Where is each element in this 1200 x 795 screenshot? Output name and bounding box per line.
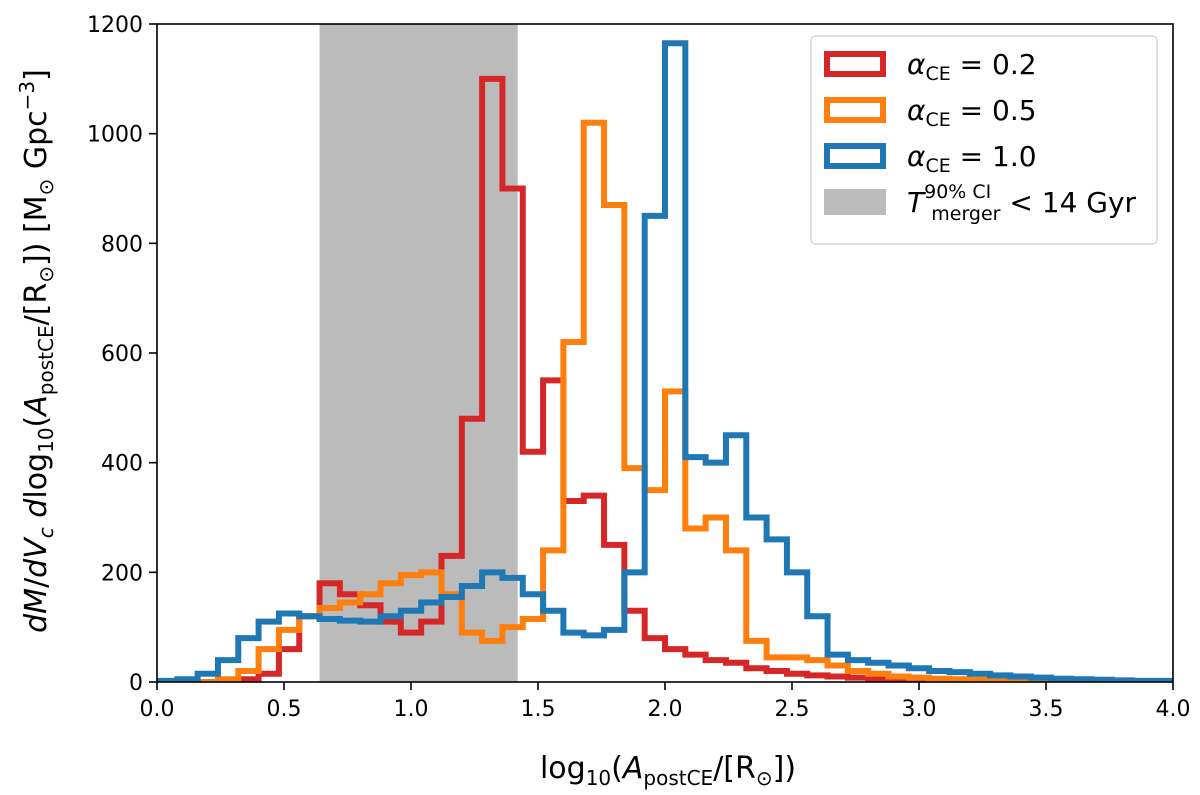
legend-label-3: αCE = 1.0 xyxy=(907,140,1037,177)
y-tick-label: 1200 xyxy=(87,13,143,38)
x-tick-label: 0.0 xyxy=(140,697,175,722)
y-tick-label: 800 xyxy=(101,232,143,257)
x-tick-label: 1.0 xyxy=(394,697,429,722)
legend-swatch-2 xyxy=(824,97,886,123)
x-tick-label: 2.5 xyxy=(775,697,810,722)
series-group xyxy=(157,40,1173,682)
legend-label-4: T90% CI merger < 14 Gyr xyxy=(907,181,1137,225)
x-tick-label: 2.0 xyxy=(648,697,683,722)
y-tick-label: 400 xyxy=(101,452,143,477)
legend-swatch-3 xyxy=(824,143,886,169)
y-tick-label: 0 xyxy=(129,671,143,696)
x-tick-label: 3.0 xyxy=(902,697,937,722)
y-tick-label: 1000 xyxy=(87,123,143,148)
legend-label-1: αCE = 0.2 xyxy=(907,48,1037,85)
series-line-3 xyxy=(157,40,1173,682)
axes: 0.0 0.5 1.0 1.5 2.0 2.5 3.0 3.5 4.0 0 200 400 600 800… xyxy=(87,13,1191,722)
x-tick-label: 1.5 xyxy=(521,697,556,722)
y-axis-label: dM/dVc dlog10(ApostCE/[R⊙]) [M⊙ Gpc−3] xyxy=(15,69,58,633)
legend-swatch-4 xyxy=(824,189,886,215)
y-tick-label: 600 xyxy=(101,342,143,367)
legend-label-2: αCE = 0.5 xyxy=(907,94,1037,131)
y-tick-label: 200 xyxy=(101,561,143,586)
x-tick-label: 4.0 xyxy=(1156,697,1191,722)
legend: αCE = 0.2 αCE = 0.5 αCE = 1.0 T90% CI merger… xyxy=(810,35,1158,245)
legend-box xyxy=(810,35,1158,245)
plot-area xyxy=(157,24,1173,682)
x-tick-label: 0.5 xyxy=(267,697,302,722)
legend-swatch-1 xyxy=(824,51,886,77)
x-tick-label: 3.5 xyxy=(1029,697,1064,722)
shaded-merger-region xyxy=(319,24,518,682)
